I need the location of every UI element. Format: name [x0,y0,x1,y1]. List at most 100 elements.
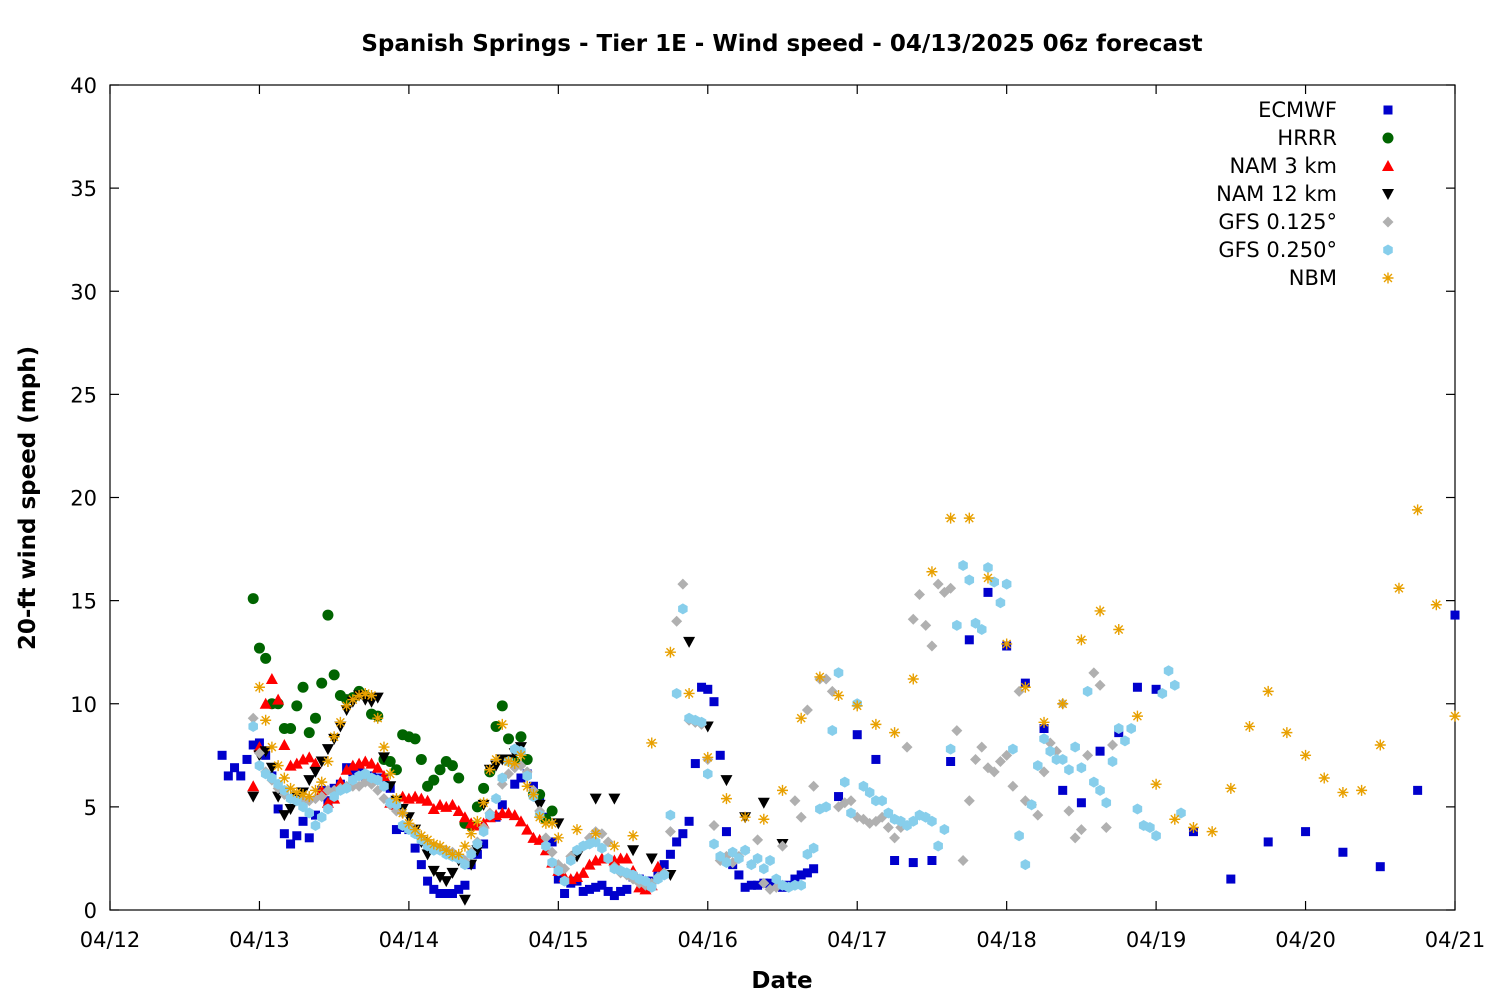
data-point [709,838,719,850]
data-point [1262,685,1274,697]
data-point [479,839,489,849]
data-point [290,757,303,769]
data-point [497,772,508,784]
data-point [316,811,327,823]
data-point [1101,797,1112,809]
data-point [284,803,297,815]
series-0 [217,587,1460,901]
data-point [1033,760,1043,772]
data-point [790,874,800,884]
data-point [1413,785,1423,795]
data-point [366,690,378,701]
data-point [291,786,303,798]
data-point [651,860,664,872]
data-point [746,880,756,890]
data-point [1150,778,1162,790]
data-point [1095,784,1105,796]
data-point [883,807,894,819]
data-point [988,766,1000,778]
data-point [964,574,975,586]
data-point [546,805,558,817]
data-point [1206,826,1218,838]
y-tick-label: 5 [84,796,97,820]
data-point [547,837,557,847]
legend-marker [1383,105,1393,115]
data-point [889,832,901,844]
data-point [1038,716,1050,728]
data-point [834,792,844,802]
data-point [571,824,583,836]
data-point [757,797,770,809]
data-point [734,870,744,880]
data-point [589,793,602,805]
data-point [646,737,658,749]
data-point [603,886,613,896]
data-point [746,859,757,871]
data-point [833,690,845,701]
data-point [291,700,303,712]
data-point [1095,746,1105,756]
data-point [372,712,384,724]
data-point [378,741,390,753]
data-point [409,733,421,745]
data-point [272,760,284,772]
data-point [765,855,775,866]
data-point [309,766,322,778]
data-point [982,572,994,584]
data-point [514,815,527,827]
data-point [303,791,315,803]
data-point [957,855,969,866]
data-point [1014,830,1024,842]
chart-title: Spanish Springs - Tier 1E - Wind speed -… [361,31,1202,57]
data-point [484,764,496,776]
axis-ticks: 04/12 04/13 04/14 04/15 04/16 04/17 04/18 04/19… [70,74,1485,952]
data-point [901,741,913,753]
data-point [777,840,788,852]
data-point [671,687,682,699]
data-point [372,774,383,786]
data-point [720,775,733,787]
data-point [597,842,607,854]
data-point [627,845,640,857]
data-point [359,687,371,699]
data-point [840,776,850,788]
data-point [808,842,819,854]
x-tick-label: 04/16 [678,928,739,952]
data-point [963,512,975,524]
data-point [522,770,532,782]
data-point [1157,687,1168,699]
data-point [1132,803,1143,815]
data-point [721,857,732,869]
data-point [247,712,259,724]
data-point [1088,667,1100,679]
data-point [1169,813,1181,825]
data-point [590,828,602,840]
data-point [577,866,590,878]
legend-marker [1382,160,1394,171]
data-point [278,772,290,784]
data-point [1263,837,1273,847]
data-point [1026,799,1037,811]
data-point [421,794,434,806]
data-point [472,838,483,850]
x-tick-label: 04/20 [1275,928,1336,952]
x-tick-label: 04/17 [827,928,888,952]
data-point [821,801,831,813]
data-point [248,740,258,750]
data-point [702,751,714,763]
data-point [1075,634,1087,646]
data-point [341,700,353,712]
data-point [1057,698,1069,710]
data-point [727,846,738,858]
data-point [870,718,882,730]
data-point [309,784,321,796]
data-point [1032,809,1044,821]
data-point [889,727,901,739]
series-6 [253,504,1461,860]
data-point [683,636,696,648]
data-point [540,832,552,844]
data-point [533,833,546,845]
data-point [976,741,988,753]
data-point [1094,679,1106,691]
